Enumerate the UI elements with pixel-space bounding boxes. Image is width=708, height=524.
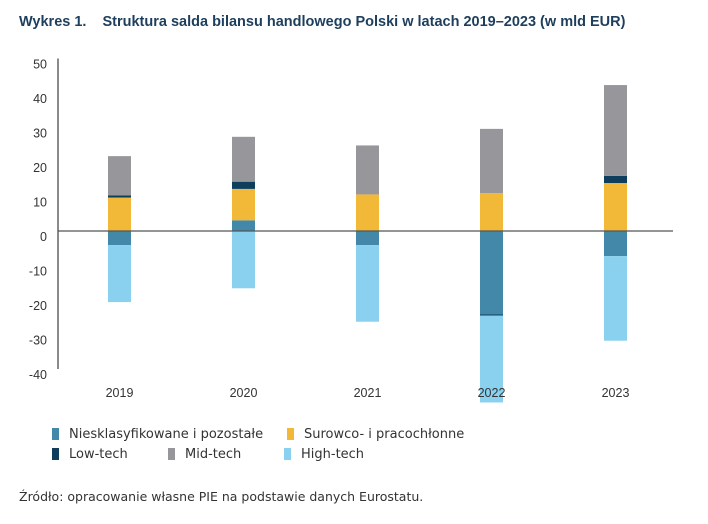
legend-item: Niesklasyfikowane i pozostałe	[52, 427, 287, 442]
bar-segment-2019-niesklasyfikowane-i-pozosta-e	[108, 231, 131, 246]
x-tick-label: 2021	[354, 386, 382, 400]
y-tick-label: -10	[29, 265, 47, 279]
y-tick-label: 20	[33, 161, 47, 175]
x-tick-label: 2020	[230, 386, 258, 400]
y-tick-label: 0	[40, 230, 47, 244]
bar-segment-2021-niesklasyfikowane-i-pozosta-e	[356, 231, 379, 246]
legend-label: Mid-tech	[185, 446, 242, 462]
legend-item: Surowco- i pracochłonne	[287, 427, 464, 442]
y-tick-label: -20	[29, 299, 47, 313]
bar-segment-2022-mid-tech	[480, 128, 503, 194]
x-tick-label: 2023	[602, 386, 630, 400]
legend: Niesklasyfikowane i pozostałe Surowco- i …	[52, 424, 464, 464]
bar-segment-2022-surowco-i-pracoch-onne	[480, 193, 503, 231]
bar-segment-2022-low-tech	[480, 314, 503, 316]
y-tick-label: 40	[33, 92, 47, 106]
legend-label: Low-tech	[69, 446, 128, 462]
legend-swatch	[168, 448, 175, 460]
y-tick-label: 30	[33, 127, 47, 141]
bar-segment-2019-mid-tech	[108, 156, 131, 196]
legend-label: Niesklasyfikowane i pozostałe	[69, 426, 264, 442]
y-tick-label: 50	[33, 58, 47, 72]
legend-label: High-tech	[301, 446, 365, 462]
bar-segment-2022-niesklasyfikowane-i-pozosta-e	[480, 231, 503, 315]
x-tick-label: 2022	[478, 386, 506, 400]
legend-item: Low-tech	[52, 447, 168, 462]
legend-row: Niesklasyfikowane i pozostałe Surowco- i …	[52, 424, 464, 444]
source-note: Źródło: opracowanie własne PIE na podsta…	[19, 489, 424, 504]
legend-swatch	[284, 448, 291, 460]
bars-group	[108, 85, 627, 403]
bar-segment-2019-high-tech	[108, 245, 131, 303]
chart-title: Wykres 1. Struktura salda bilansu handlo…	[19, 14, 625, 30]
bar-segment-2023-low-tech	[604, 175, 627, 184]
legend-item: High-tech	[284, 447, 364, 462]
bar-segment-2020-low-tech	[232, 181, 255, 189]
legend-row: Low-tech Mid-tech High-tech	[52, 444, 464, 464]
bar-segment-2023-high-tech	[604, 256, 627, 341]
bar-segment-2020-niesklasyfikowane-i-pozosta-e	[232, 220, 255, 231]
bar-segment-2020-mid-tech	[232, 136, 255, 182]
bar-segment-2020-high-tech	[232, 231, 255, 289]
x-tick-labels: 2019 2020 2021 2022 2023	[106, 386, 630, 400]
bar-segment-2020-surowco-i-pracoch-onne	[232, 188, 255, 221]
legend-swatch	[52, 428, 59, 440]
bar-segment-2021-surowco-i-pracoch-onne	[356, 194, 379, 231]
legend-swatch	[52, 448, 59, 460]
figure-title: Struktura salda bilansu handlowego Polsk…	[102, 14, 626, 30]
legend-swatch	[287, 428, 294, 440]
x-tick-label: 2019	[106, 386, 134, 400]
bar-segment-2023-surowco-i-pracoch-onne	[604, 183, 627, 231]
chart-area: 50 40 30 20 10 0 -10 -20 -30 -40 2019 2020 2021 2022…	[29, 58, 673, 403]
bar-segment-2023-mid-tech	[604, 85, 627, 176]
figure-number: Wykres 1.	[19, 14, 87, 30]
y-tick-label: -30	[29, 334, 47, 348]
bar-segment-2023-niesklasyfikowane-i-pozosta-e	[604, 231, 627, 257]
bar-segment-2022-high-tech	[480, 315, 503, 403]
y-tick-label: -40	[29, 368, 47, 382]
legend-item: Mid-tech	[168, 447, 284, 462]
bar-segment-2019-low-tech	[108, 195, 131, 198]
y-tick-label: 10	[33, 196, 47, 210]
y-tick-labels: 50 40 30 20 10 0 -10 -20 -30 -40	[29, 58, 47, 383]
bar-segment-2021-high-tech	[356, 245, 379, 322]
bar-segment-2019-surowco-i-pracoch-onne	[108, 197, 131, 231]
legend-label: Surowco- i pracochłonne	[304, 426, 465, 442]
bar-segment-2021-mid-tech	[356, 145, 379, 195]
